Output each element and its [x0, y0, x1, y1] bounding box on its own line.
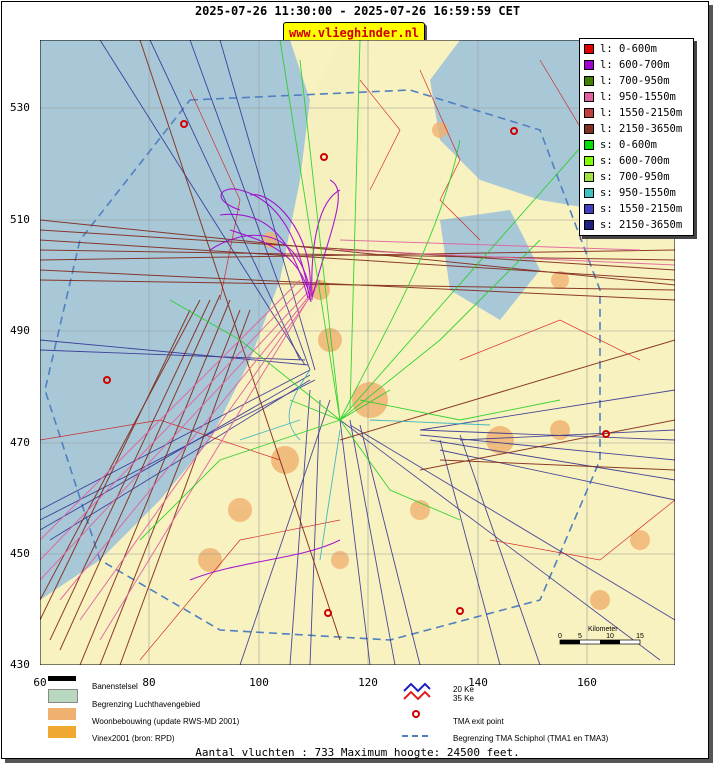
legend-label: s: 950-1550m [600, 187, 676, 199]
legend-item: l: 0-600m [584, 43, 657, 57]
y-tick-label: 490 [10, 324, 30, 337]
legend-swatch [584, 76, 594, 86]
map-key: Banenstelsel Begrenzing Luchthavengebied… [40, 667, 675, 747]
legend-swatch [584, 92, 594, 102]
legend-label: s: 1550-2150m [600, 203, 683, 215]
housing-swatch [48, 708, 76, 720]
legend-label: l: 0-600m [600, 43, 657, 55]
legend-label: s: 2150-3650m [600, 219, 683, 231]
tma-boundary [44, 89, 601, 641]
runways-label: Banenstelsel [92, 682, 138, 691]
tma-exit-icon [412, 710, 420, 718]
vinex-swatch [48, 726, 76, 738]
scale-label: Kilometer [588, 626, 618, 633]
land-area [40, 40, 675, 665]
legend-swatch [584, 108, 594, 118]
scale-tick: 15 [636, 633, 644, 640]
legend-item: s: 700-950m [584, 171, 670, 185]
legend-item: l: 700-950m [584, 75, 670, 89]
legend-swatch [584, 156, 594, 166]
legend-item: l: 2150-3650m [584, 123, 682, 137]
tracks-high-brown [40, 40, 675, 665]
tma-boundary-label: Begrenzing TMA Schiphol (TMA1 en TMA3) [453, 734, 609, 743]
tma-exit-point [324, 609, 332, 617]
legend-item: l: 600-700m [584, 59, 670, 73]
scale-tick: 10 [606, 633, 614, 640]
legend-swatch [584, 204, 594, 214]
legend-swatch [584, 172, 594, 182]
flight-summary: Aantal vluchten : 733 Maximum hoogte: 24… [195, 746, 520, 759]
housing-label: Woonbebouwing (update RWS-MD 2001) [92, 717, 240, 726]
ke20-label: 20 Ke [453, 685, 474, 694]
site-link[interactable]: www.vlieghinder.nl [283, 22, 425, 44]
x-tick-label: 140 [468, 676, 488, 689]
x-tick-label: 120 [358, 676, 378, 689]
legend-swatch [584, 188, 594, 198]
tma-exit-points [103, 120, 610, 617]
legend-item: l: 1550-2150m [584, 107, 682, 121]
ke35-label: 35 Ke [453, 694, 474, 703]
y-tick-label: 430 [10, 658, 30, 671]
tracks-mid-pink [40, 239, 675, 641]
scale-tick: 5 [578, 633, 582, 640]
altitude-legend: l: 0-600m l: 600-700m l: 700-950m l: 950-15… [579, 38, 694, 236]
tracks-purple [189, 179, 341, 581]
legend-label: s: 700-950m [600, 171, 670, 183]
tma-exit-point [180, 120, 188, 128]
y-tick-label: 510 [10, 213, 30, 226]
airport-boundary-label: Begrenzing Luchthavengebied [92, 700, 201, 709]
legend-swatch [584, 140, 594, 150]
north-holland-land [300, 40, 370, 340]
tracks-cyan [239, 369, 491, 561]
x-tick-label: 80 [142, 676, 156, 689]
x-tick-label: 100 [249, 676, 269, 689]
ke-contour-icon [403, 682, 431, 701]
tma-exit-label: TMA exit point [453, 717, 504, 726]
legend-item: s: 1550-2150m [584, 203, 682, 217]
airport-boundary-swatch [48, 689, 78, 703]
tma-exit-point [602, 430, 610, 438]
tma-exit-point [456, 607, 464, 615]
vinex-label: Vinex2001 (bron: RPD) [92, 734, 175, 743]
y-tick-label: 530 [10, 101, 30, 114]
legend-label: s: 0-600m [600, 139, 657, 151]
legend-item: l: 950-1550m [584, 91, 676, 105]
y-tick-label: 470 [10, 436, 30, 449]
legend-label: l: 950-1550m [600, 91, 676, 103]
flight-track-map: Kilometer 0 5 10 15 [40, 40, 675, 665]
runway-swatch [48, 676, 76, 681]
legend-item: s: 0-600m [584, 139, 657, 153]
tma-boundary-icon [402, 735, 432, 737]
legend-swatch [584, 124, 594, 134]
legend-label: l: 600-700m [600, 59, 670, 71]
legend-label: l: 700-950m [600, 75, 670, 87]
legend-item: s: 2150-3650m [584, 219, 682, 233]
legend-label: l: 1550-2150m [600, 107, 683, 119]
tma-exit-point [320, 153, 328, 161]
time-range-title: 2025-07-26 11:30:00 - 2025-07-26 16:59:5… [194, 4, 521, 18]
x-tick-label: 60 [33, 676, 47, 689]
x-tick-label: 160 [577, 676, 597, 689]
legend-swatch [584, 220, 594, 230]
legend-item: s: 950-1550m [584, 187, 676, 201]
legend-swatch [584, 60, 594, 70]
scale-tick: 0 [558, 633, 562, 640]
scale-bar [559, 639, 641, 645]
legend-swatch [584, 44, 594, 54]
tracks-green [139, 40, 641, 541]
legend-label: s: 600-700m [600, 155, 670, 167]
legend-label: l: 2150-3650m [600, 123, 683, 135]
tma-exit-point [510, 127, 518, 135]
tma-exit-point [103, 376, 111, 384]
tracks-high-dark-blue [40, 40, 675, 665]
legend-item: s: 600-700m [584, 155, 670, 169]
y-tick-label: 450 [10, 547, 30, 560]
